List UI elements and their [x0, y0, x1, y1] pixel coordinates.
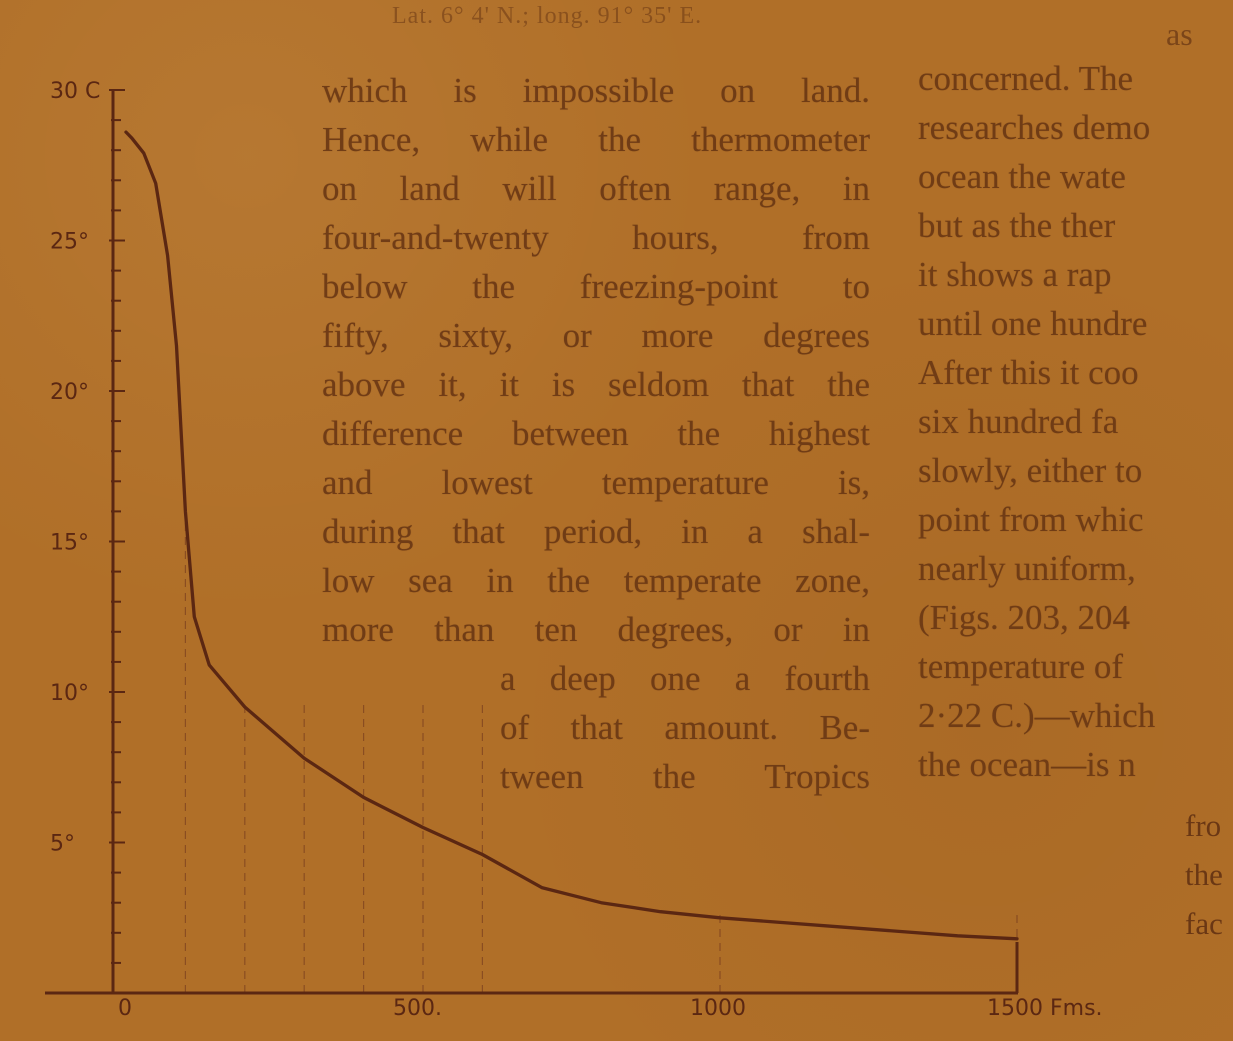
lower-right-text-line-1: fro [1185, 808, 1222, 843]
left-text-line-9: and lowest temperature is, [322, 463, 870, 502]
left-text-line-10: during that period, in a shal- [322, 512, 870, 551]
right-text-line-11: nearly uniform, [918, 549, 1136, 588]
left-text-line-3: on land will often range, in [322, 169, 870, 208]
right-text-line-3: ocean the wate [918, 157, 1126, 196]
right-text-line-5: it shows a rap [918, 255, 1112, 294]
grid-layer [184, 520, 1018, 993]
y-tick-label-5: 5° [50, 832, 75, 857]
left-text-line-5: below the freezing-point to [322, 267, 870, 306]
left-text-line-11: low sea in the temperate zone, [322, 561, 870, 600]
right-text-line-1: concerned. The [918, 59, 1134, 98]
right-text-line-9: slowly, either to [918, 451, 1143, 490]
x-tick-label-1500: 1500 Fms. [987, 996, 1103, 1021]
left-text-line-4: four-and-twenty hours, from [322, 218, 870, 257]
left-text-line-15: tween the Tropics [500, 757, 870, 796]
left-text-line-2: Hence, while the thermometer [322, 120, 870, 159]
right-text-line-4: but as the ther [918, 206, 1116, 245]
curve-layer [124, 130, 1019, 941]
x-tick-label-500: 500. [393, 996, 442, 1021]
running-head: Lat. 6° 4' N.; long. 91° 35' E. [392, 3, 703, 29]
right-text-line-2: researches demo [918, 108, 1151, 147]
left-text-line-8: difference between the highest [322, 414, 870, 453]
axes-layer [45, 89, 1019, 995]
right-text-line-6: until one hundre [918, 304, 1148, 343]
lower-right-text-fragments: fro the fac [1185, 801, 1233, 948]
right-text-column: concerned. The researches demo ocean the… [918, 54, 1233, 789]
left-text-line-13: a deep one a fourth [500, 659, 870, 698]
y-tick-label-25: 25° [50, 230, 89, 255]
lower-right-text-line-2: the [1185, 857, 1223, 892]
y-tick-label-10: 10° [50, 681, 89, 706]
x-tick-label-0: 0 [118, 996, 132, 1021]
right-text-line-12: (Figs. 203, 204 [918, 598, 1130, 637]
y-tick-label-30: 30 C [50, 79, 100, 104]
right-text-line-14: 2·22 C.)—which [918, 696, 1156, 735]
right-text-line-7: After this it coo [918, 353, 1139, 392]
y-tick-label-20: 20° [50, 380, 89, 405]
left-text-line-7: above it, it is seldom that the [322, 365, 870, 404]
right-text-line-15: the ocean—is n [918, 745, 1136, 784]
x-tick-label-1000: 1000 [690, 996, 746, 1021]
left-text-line-1: which is impossible on land. [322, 71, 870, 110]
left-text-line-6: fifty, sixty, or more degrees [322, 316, 870, 355]
left-text-column: which is impossible on land. Hence, whil… [322, 66, 870, 801]
top-right-fragment: as [1166, 16, 1193, 52]
right-text-line-8: six hundred fa [918, 402, 1119, 441]
right-text-line-10: point from whic [918, 500, 1144, 539]
lower-right-text-line-3: fac [1185, 906, 1223, 941]
labels-layer: 30 C 25° 20° 15° 10° 5° 0 500. 1000 1500 Fms. [50, 79, 1103, 1021]
temperature-curve [124, 130, 1019, 941]
left-text-line-14: of that amount. Be- [500, 708, 870, 747]
left-text-line-12: more than ten degrees, or in [322, 610, 870, 649]
right-text-line-13: temperature of [918, 647, 1124, 686]
y-tick-label-15: 15° [50, 531, 89, 556]
